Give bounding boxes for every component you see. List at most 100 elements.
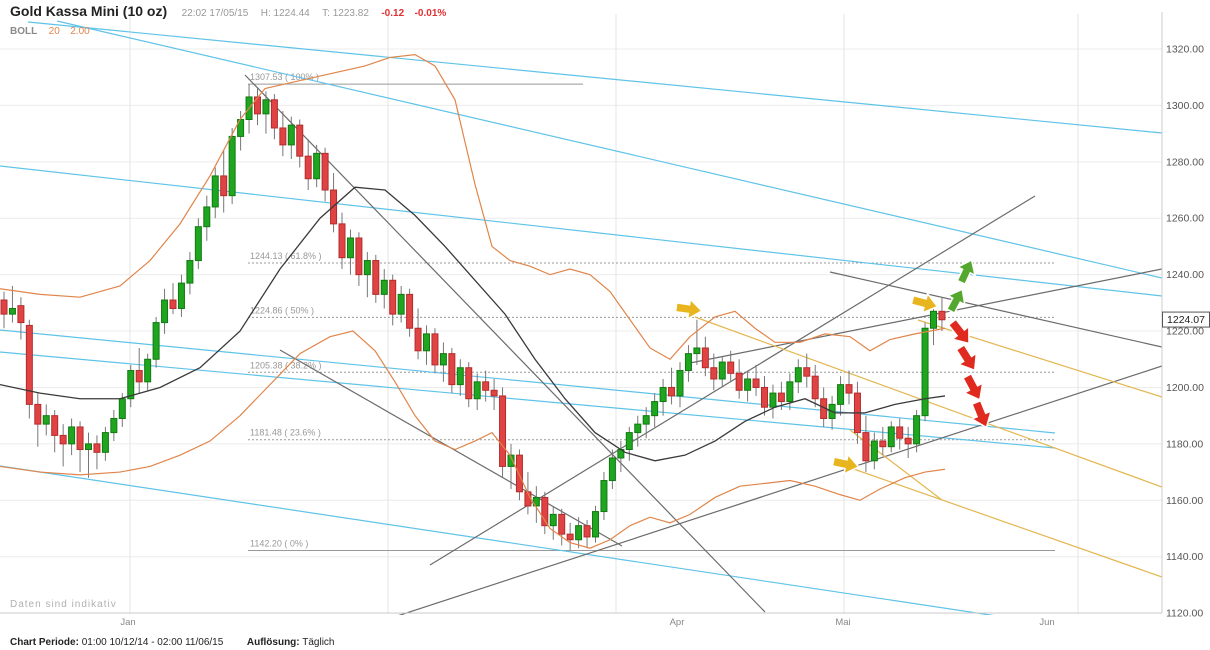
yellow-arrow-icon[interactable] [674,297,704,321]
gridlines [0,14,1162,614]
candle [270,99,278,129]
candle [262,99,270,115]
trendline[interactable] [244,74,766,613]
indicator-deviation: 2.00 [70,26,90,37]
candle [34,403,42,425]
candle [448,353,456,386]
period-value: 01:00 10/12/14 - 02:00 11/06/15 [81,637,224,648]
trendline[interactable] [0,351,1056,449]
fib-level-label: 1142.20 ( 0% ) [250,538,308,548]
trendline[interactable] [0,329,1056,434]
candle [152,322,160,360]
yellow-arrow-icon[interactable] [831,452,861,477]
candle [482,381,490,391]
trendline[interactable] [829,271,1162,348]
chart-header: Gold Kassa Mini (10 oz) 22:02 17/05/15 H… [10,3,452,21]
chart-footer: Chart Periode: 01:00 10/12/14 - 02:00 11… [10,637,334,648]
red-arrow-icon[interactable] [944,316,977,350]
trendline[interactable] [689,268,1162,364]
candle [718,361,726,380]
candle [913,415,921,445]
y-axis-label: 1200.00 [1166,382,1204,394]
candle [769,392,777,408]
candle [203,206,211,228]
candle [761,386,768,408]
candle [414,327,422,352]
y-axis-label: 1280.00 [1166,156,1204,168]
fib-level-label: 1181.48 ( 23.6% ) [250,428,321,438]
y-axis-label: 1180.00 [1166,438,1203,450]
candle [0,299,8,315]
candle [744,378,752,391]
quote-change: -0.12 [381,8,405,19]
candle [372,260,380,295]
candle [363,260,371,276]
bollinger-upper-band [0,54,946,361]
candle [42,415,50,425]
indicator-legend[interactable]: BOLL 20 2.00 [10,21,96,39]
y-axis-label: 1120.00 [1166,608,1203,620]
arrow-annotations[interactable] [674,256,997,477]
candle [625,432,633,451]
candle [558,513,566,535]
fib-level-label: 1244.13 ( 61.8% ) [250,251,322,261]
yellow-arrow-icon[interactable] [910,290,940,316]
candle [583,525,591,538]
trendline[interactable] [385,365,1162,620]
resolution-value: Täglich [302,637,335,648]
fib-level-label: 1307.53 ( 100% ) [250,72,319,82]
candle [904,437,912,445]
candle [566,533,574,541]
candle [439,353,447,366]
candle [727,361,735,374]
trendline[interactable] [56,20,1162,279]
candle [177,282,185,309]
y-axis-label: 1220.00 [1166,326,1204,338]
candle [59,434,67,445]
price-marker-value: 1224.07 [1167,314,1205,326]
candle [287,124,295,146]
trendline[interactable] [847,466,1162,578]
red-arrow-icon[interactable] [967,398,997,431]
candle [85,443,92,451]
quote-change-pct: -0.01% [414,8,447,19]
candle [397,293,405,315]
candle [389,279,397,315]
candle [938,310,946,321]
trendline[interactable] [0,465,1010,618]
candle [313,152,321,180]
price-chart[interactable]: 1307.53 ( 100% ) 1244.13 ( 61.8% ) 1224.86… [0,0,1210,633]
candle [752,378,760,388]
x-axis-label: Jun [1039,617,1054,628]
candle [321,152,329,191]
candle [575,525,583,541]
candle [346,237,354,259]
candle [786,381,794,403]
x-axis-label: Apr [670,617,685,628]
candle [25,324,33,405]
y-axis-label: 1300.00 [1166,100,1204,112]
candle [110,417,118,434]
bollinger-lower-band [0,330,946,549]
green-arrow-icon[interactable] [953,256,981,286]
candle [642,415,650,425]
candle [499,395,507,467]
candle [794,367,802,383]
fib-level-label: 1205.38 ( 38.2% ) [250,360,322,370]
red-arrow-icon[interactable] [958,371,989,405]
candle [8,307,16,315]
disclaimer-watermark: Daten sind indikativ [10,599,117,610]
candle-series [0,84,946,551]
green-arrow-icon[interactable] [942,285,970,316]
candle [456,367,464,386]
candle [118,398,126,419]
period-label: Chart Periode: [10,637,79,648]
trendline[interactable] [27,21,1162,134]
candle [490,389,498,397]
resolution-label: Auflösung: [246,637,300,648]
red-arrow-icon[interactable] [951,342,983,376]
candle [862,432,870,462]
candle [811,375,819,400]
candle [211,175,219,208]
